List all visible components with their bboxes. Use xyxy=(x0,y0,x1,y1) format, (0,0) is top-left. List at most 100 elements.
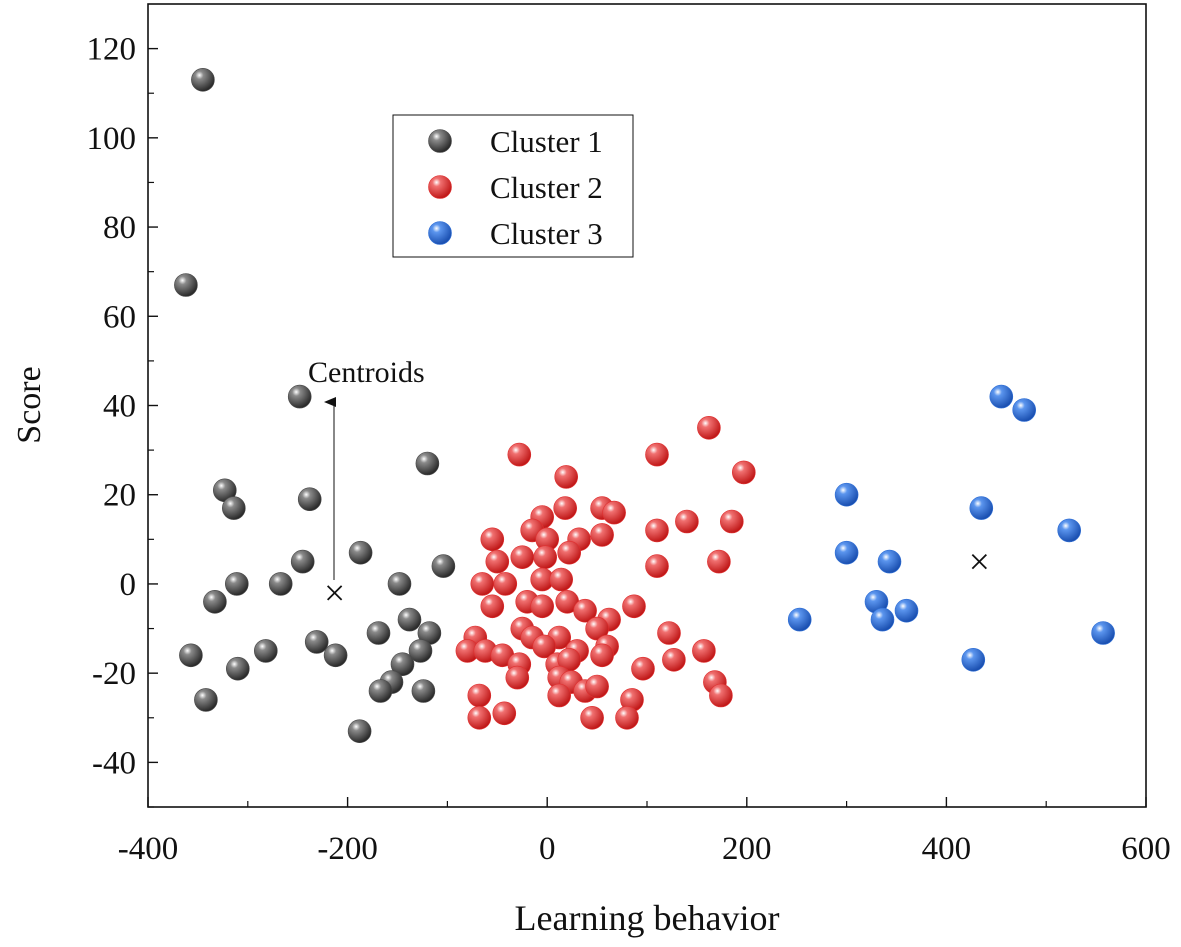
cluster-3-point xyxy=(834,482,859,507)
legend-item: Cluster 3 xyxy=(428,216,603,251)
cluster-2-point xyxy=(731,460,756,485)
cluster-2-point xyxy=(554,465,579,489)
cluster-1-point xyxy=(397,607,422,632)
cluster-1-point xyxy=(415,451,440,476)
cluster-2-point xyxy=(510,545,535,570)
cluster-1-point xyxy=(297,487,322,512)
cluster-1-point xyxy=(323,643,348,668)
cluster-2-point xyxy=(580,705,604,730)
y-tick-label: 120 xyxy=(87,32,137,68)
cluster-2-point xyxy=(470,572,495,596)
cluster-2-point xyxy=(492,701,517,726)
cluster-2-point xyxy=(590,523,614,547)
cluster-1-point xyxy=(347,719,372,744)
cluster-2-point xyxy=(485,549,510,574)
cluster-2-point xyxy=(707,549,731,574)
cluster-2-point xyxy=(530,594,555,619)
cluster-2-point xyxy=(645,442,669,467)
cluster-2-point xyxy=(532,634,557,659)
cluster-2-point xyxy=(467,683,492,708)
cluster-3-point xyxy=(989,384,1014,409)
data-points xyxy=(174,68,1115,744)
cluster-2-point xyxy=(547,683,572,708)
legend-label: Cluster 3 xyxy=(490,216,603,251)
cluster-2-point xyxy=(507,442,532,467)
cluster-1-point xyxy=(408,639,433,663)
cluster-1-point xyxy=(191,68,215,92)
x-axis-ticks: -400 -200 0 200 400 600 xyxy=(118,797,1171,867)
cluster-2-point xyxy=(573,598,597,623)
legend-label: Cluster 1 xyxy=(490,124,603,159)
cluster-3-point xyxy=(894,598,919,623)
cluster-2-point xyxy=(585,616,609,641)
cluster-2-point xyxy=(662,647,686,672)
cluster-2-point xyxy=(657,621,681,645)
cluster-1-point xyxy=(304,630,329,654)
centroids-annotation: Centroids xyxy=(308,356,425,389)
cluster-2-point xyxy=(602,500,626,525)
cluster-2-point xyxy=(480,527,505,552)
cluster-1-point xyxy=(203,589,227,614)
cluster-2-point xyxy=(467,705,492,730)
cluster-1-point xyxy=(348,540,373,565)
cluster-2-point xyxy=(585,674,609,699)
y-tick-label: 60 xyxy=(103,299,136,335)
cluster-3-point xyxy=(1012,398,1036,422)
cluster-1-point xyxy=(390,652,415,677)
cluster-2-point xyxy=(675,509,699,534)
cluster-2-point xyxy=(692,639,716,663)
cluster-2-point xyxy=(709,683,733,708)
y-tick-label: 0 xyxy=(120,567,137,603)
cluster-1-point xyxy=(222,496,246,520)
cluster-3-point xyxy=(1091,621,1115,645)
cluster-3-point xyxy=(870,607,895,632)
cluster-3-point xyxy=(969,496,994,520)
cluster-1-point xyxy=(431,554,456,578)
x-tick-label: 600 xyxy=(1121,831,1171,867)
cluster-3-point xyxy=(834,540,859,565)
x-tick-label: 0 xyxy=(539,831,556,867)
cluster-3-point xyxy=(787,607,812,632)
y-axis-label: Score xyxy=(11,366,48,443)
cluster-2-point xyxy=(553,496,578,520)
centroid-marker xyxy=(971,554,987,570)
cluster-2-point xyxy=(615,705,639,730)
centroid-markers xyxy=(326,554,987,601)
cluster-1-point xyxy=(368,679,393,703)
cluster-1-point xyxy=(225,572,249,596)
cluster-2-point xyxy=(719,509,744,534)
cluster-3-point xyxy=(1057,518,1081,543)
y-axis-ticks: -40 -20 0 20 40 60 80 100 120 xyxy=(87,32,158,808)
legend-item: Cluster 2 xyxy=(428,170,603,205)
cluster-2-point xyxy=(549,567,574,592)
cluster-1-point xyxy=(387,572,412,596)
cluster-2-point xyxy=(622,594,646,619)
y-tick-label: 100 xyxy=(87,121,137,157)
cluster-1-point xyxy=(366,621,391,645)
y-tick-label: -40 xyxy=(92,745,136,781)
cluster-1-point xyxy=(253,639,278,663)
cluster-1-point xyxy=(174,273,198,297)
cluster-3-point xyxy=(877,549,902,574)
y-tick-label: -20 xyxy=(92,656,136,692)
legend-marker xyxy=(428,175,452,199)
centroid-marker xyxy=(326,585,343,601)
x-tick-label: 200 xyxy=(722,831,772,867)
y-tick-label: 20 xyxy=(103,478,136,514)
legend-item: Cluster 1 xyxy=(428,124,603,159)
legend-label: Cluster 2 xyxy=(490,170,603,205)
cluster-2-point xyxy=(557,540,582,565)
cluster-1-point xyxy=(268,572,293,596)
cluster-2-point xyxy=(480,594,505,619)
y-tick-label: 80 xyxy=(103,210,136,246)
cluster-2-point xyxy=(697,415,721,440)
x-tick-label: -400 xyxy=(118,831,179,867)
cluster-2-point xyxy=(590,643,614,668)
x-tick-label: 400 xyxy=(922,831,972,867)
cluster-1-point xyxy=(287,384,312,409)
cluster-3-point xyxy=(961,647,986,672)
cluster-2-point xyxy=(631,656,655,681)
legend-marker xyxy=(428,129,452,153)
cluster-2-point xyxy=(505,665,530,690)
